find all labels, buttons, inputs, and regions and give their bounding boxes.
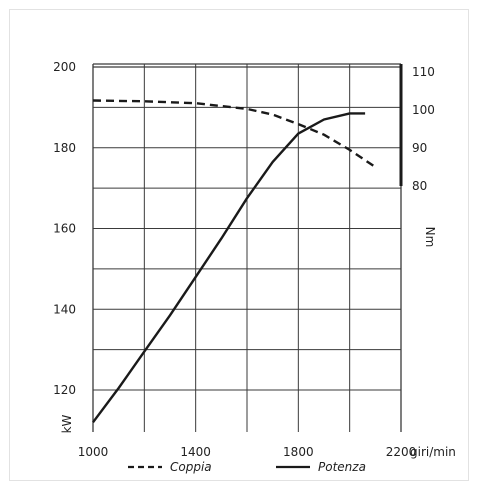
y-left-tick-label: 140 (53, 302, 76, 316)
y-left-tick-label: 180 (53, 141, 76, 155)
y-right-unit-label: Nm (423, 227, 437, 248)
y-left-unit-label: kW (60, 414, 74, 433)
y-left-tick-label: 160 (53, 222, 76, 236)
x-unit-label: giri/min (410, 445, 456, 459)
tick-labels: 120 140 160 180 200 kW 80 90 100 110 Nm 1000 1400 180… (53, 60, 456, 459)
x-tick-label: 1000 (78, 445, 109, 459)
y-right-tick-label: 80 (412, 179, 427, 193)
legend-label-potenza: Potenza (318, 460, 366, 474)
legend-label-coppia: Coppia (170, 460, 212, 474)
chart-frame (9, 9, 469, 481)
series-potenza-line (92, 112, 366, 424)
y-left-tick-label: 120 (53, 383, 76, 397)
grid (92, 63, 402, 432)
y-right-tick-label: 110 (412, 65, 435, 79)
x-tick-label: 1400 (180, 445, 211, 459)
x-tick-label: 1800 (283, 445, 314, 459)
series-coppia-line (92, 99, 376, 168)
y-left-tick-label: 200 (53, 60, 76, 74)
legend: Coppia Potenza (128, 460, 366, 474)
x-tick-label: 2200 (386, 445, 417, 459)
series-layer (92, 99, 376, 424)
y-right-tick-label: 90 (412, 141, 427, 155)
y-right-tick-label: 100 (412, 103, 435, 117)
